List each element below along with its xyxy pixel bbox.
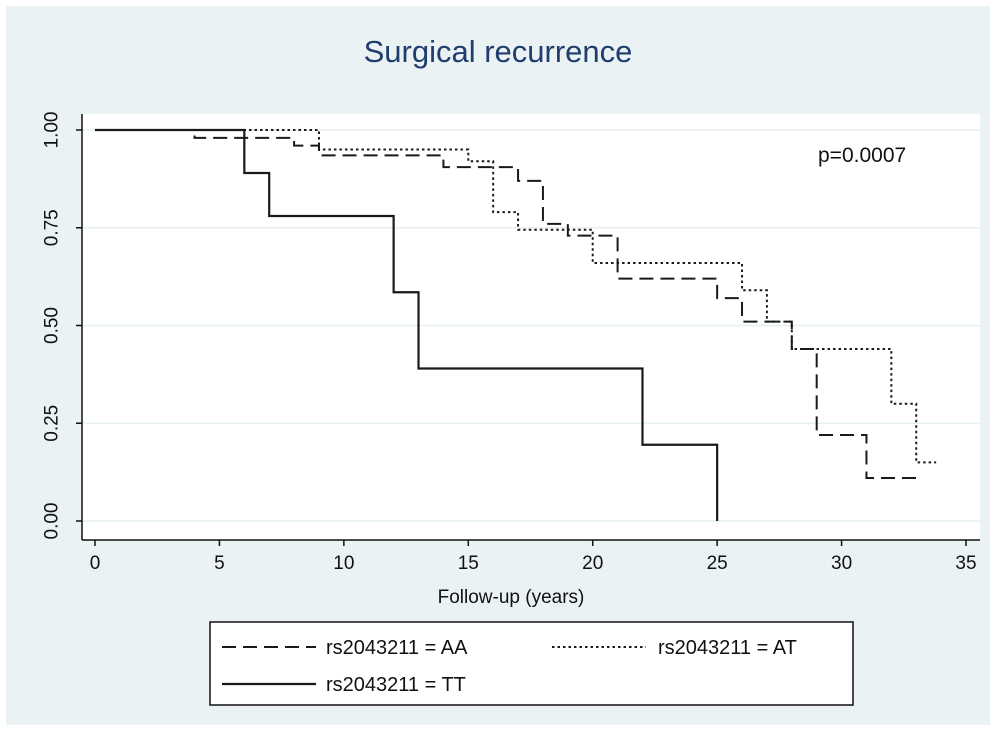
y-tick-label: 1.00 <box>42 112 63 149</box>
y-tick-label: 0.75 <box>42 209 63 246</box>
chart-title: Surgical recurrence <box>363 34 633 69</box>
legend-label: rs2043211 = TT <box>326 674 466 696</box>
legend-label: rs2043211 = AT <box>658 637 797 659</box>
x-tick-label: 0 <box>90 553 101 574</box>
x-tick-label: 35 <box>955 553 976 574</box>
x-axis-title: Follow-up (years) <box>438 587 585 608</box>
series-line-solid <box>95 128 719 521</box>
y-tick-label: 0.25 <box>42 405 63 442</box>
x-tick-label: 10 <box>333 553 354 574</box>
x-tick-label: 15 <box>458 553 479 574</box>
x-tick-label: 25 <box>707 553 728 574</box>
x-tick-label: 30 <box>831 553 852 574</box>
y-tick-label: 0.00 <box>42 503 63 540</box>
p-value-annotation: p=0.0007 <box>818 144 906 167</box>
legend-label: rs2043211 = AA <box>326 637 468 659</box>
legend-box <box>209 621 854 706</box>
plot-area <box>82 114 980 540</box>
x-tick-label: 5 <box>214 553 225 574</box>
x-tick-label: 20 <box>582 553 603 574</box>
y-tick-label: 0.50 <box>42 307 63 344</box>
